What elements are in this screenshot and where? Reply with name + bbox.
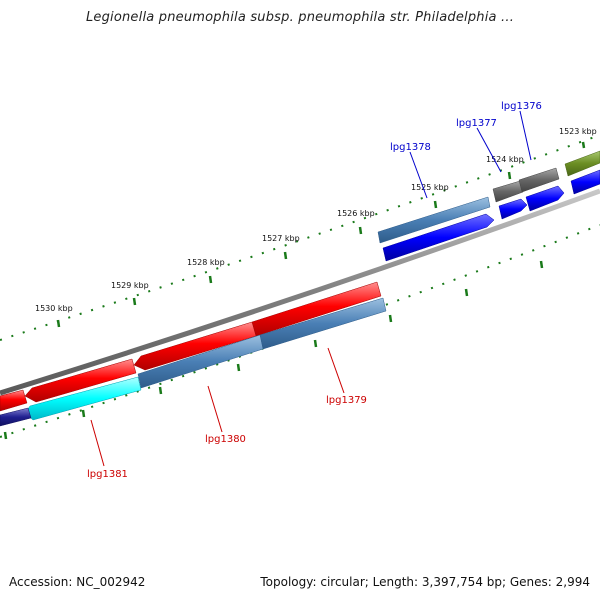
tick-label-1524: 1524 kbp xyxy=(486,155,524,164)
tick-label-1528: 1528 kbp xyxy=(187,258,225,267)
feature-lpg1380-steel[interactable] xyxy=(137,334,264,389)
gene-label-lpg1376[interactable]: lpg1376 xyxy=(501,101,542,112)
topology-summary: Topology: circular; Length: 3,397,754 bp… xyxy=(260,575,590,589)
tick-label-1525: 1525 kbp xyxy=(411,183,449,192)
feature-lpg1377-gray[interactable] xyxy=(492,180,524,203)
feature-blue-edge[interactable] xyxy=(570,169,600,195)
major-ticks-inner xyxy=(3,260,544,440)
feature-olive[interactable] xyxy=(564,150,600,177)
feature-lpg1378-steel[interactable] xyxy=(377,196,491,244)
gene-label-lpg1378[interactable]: lpg1378 xyxy=(390,142,431,153)
feature-lpg1377-blue[interactable] xyxy=(498,198,528,220)
feature-navy-edge[interactable] xyxy=(0,407,32,427)
feature-lpg1376-blue[interactable] xyxy=(525,185,565,212)
feature-red-edge[interactable] xyxy=(0,389,28,412)
feature-lpg1380-red[interactable] xyxy=(133,321,257,371)
tick-label-1530: 1530 kbp xyxy=(35,304,73,313)
gene-label-lpg1380[interactable]: lpg1380 xyxy=(205,434,246,445)
feature-lpg1376-gray[interactable] xyxy=(518,167,560,193)
tick-label-1527: 1527 kbp xyxy=(262,234,300,243)
accession-text: Accession: NC_002942 xyxy=(9,575,146,589)
feature-lpg1378-blue[interactable] xyxy=(382,213,495,262)
callout-lines xyxy=(90,110,532,467)
tick-label-1526: 1526 kbp xyxy=(337,209,375,218)
tick-label-1523: 1523 kbp xyxy=(559,127,597,136)
feature-lpg1381-red[interactable] xyxy=(24,358,137,403)
gene-label-lpg1379[interactable]: lpg1379 xyxy=(326,395,367,406)
genome-backbone xyxy=(0,188,600,396)
gene-label-lpg1377[interactable]: lpg1377 xyxy=(456,118,497,129)
major-ticks-outer xyxy=(56,141,586,328)
map-title: Legionella pneumophila subsp. pneumophil… xyxy=(85,10,515,25)
gene-label-lpg1381[interactable]: lpg1381 xyxy=(87,469,128,480)
tick-label-1529: 1529 kbp xyxy=(111,281,149,290)
outer-tick-ring xyxy=(0,134,600,341)
